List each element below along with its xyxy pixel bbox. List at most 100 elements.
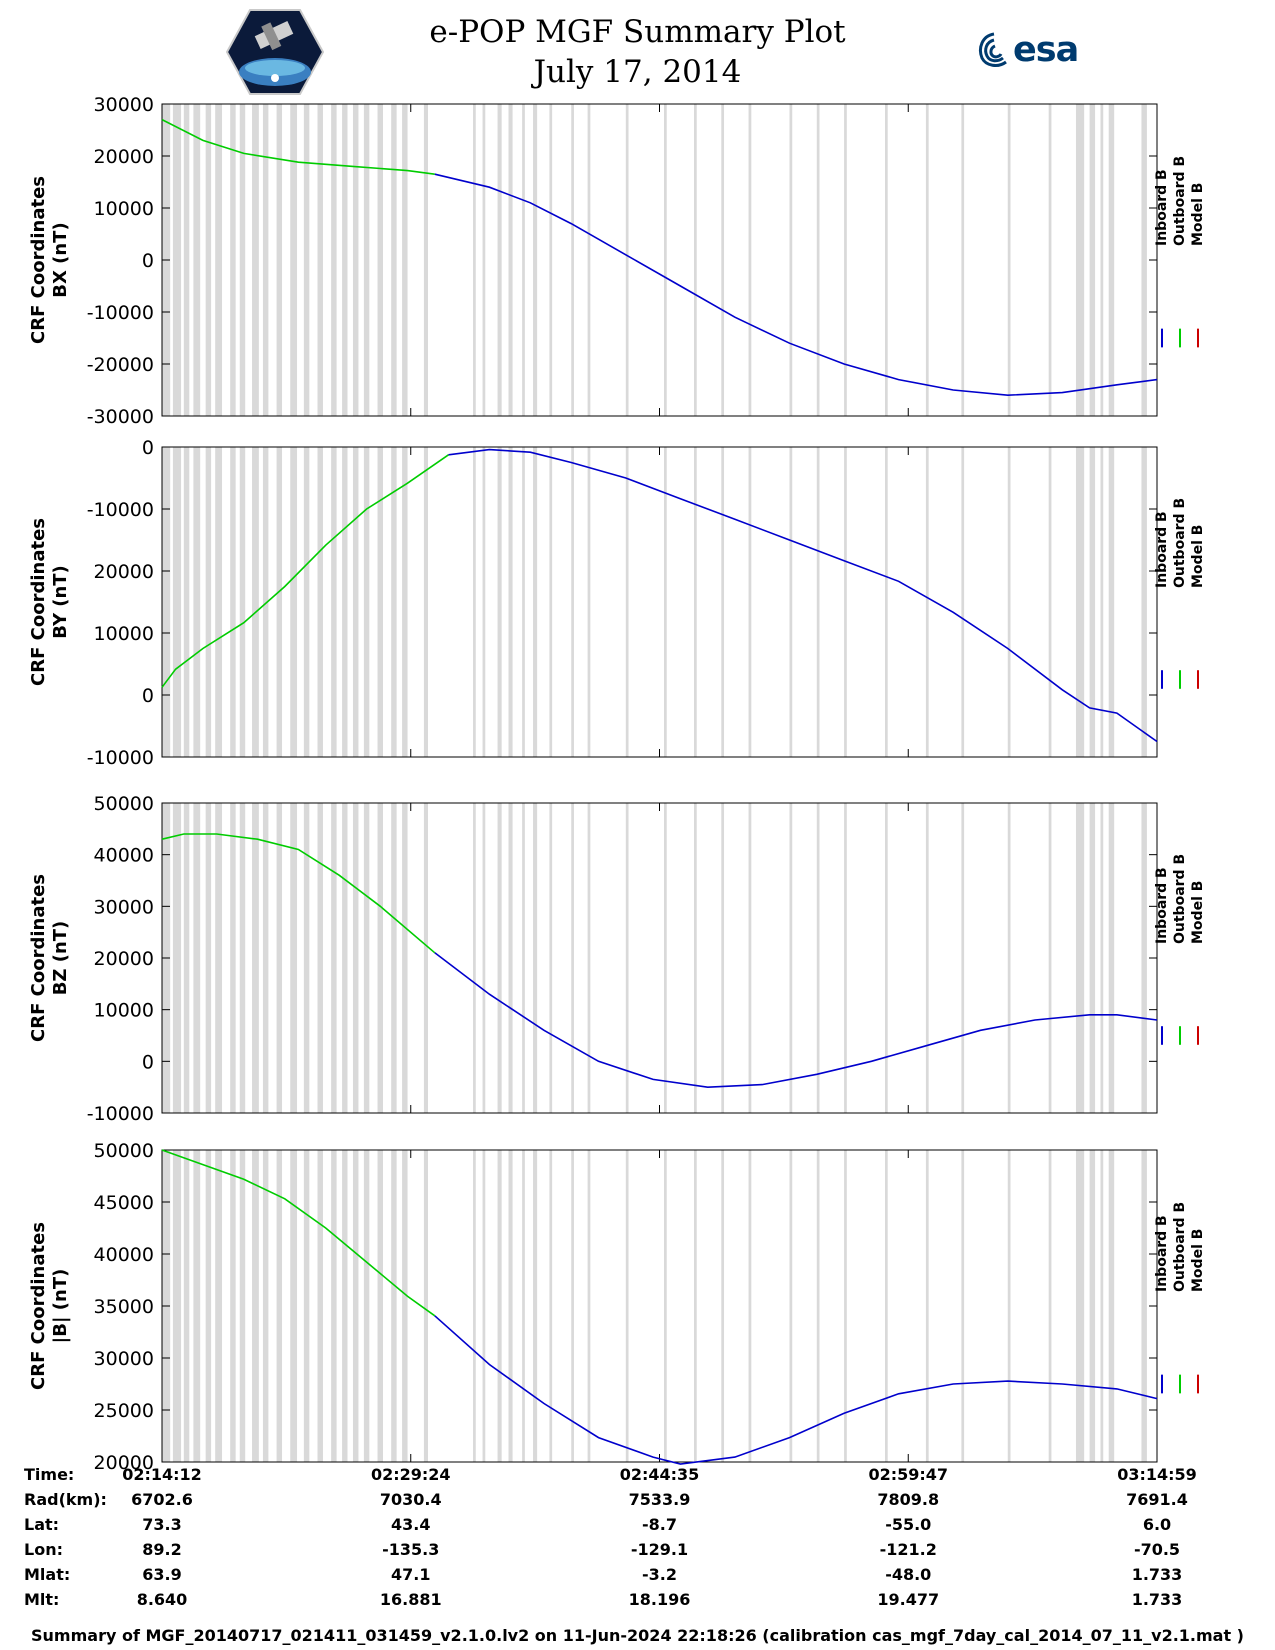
chart-panel-1: 30000 20000 10000 0 -10000 -20000 -30000 (87, 94, 1199, 428)
data-gap-bar (172, 104, 182, 416)
data-gap-bar (925, 803, 929, 1113)
y-tick-label: 30000 (94, 1348, 154, 1370)
chart-panel-3: 50000 40000 30000 20000 10000 0 -10000 (87, 793, 1199, 1125)
y-tick-label: 0 (142, 437, 154, 459)
inboard-b-line (434, 173, 1158, 397)
data-gap-bar (1048, 1150, 1052, 1462)
data-gap-bar (205, 447, 212, 757)
ephemeris-value: 02:44:35 (619, 1465, 700, 1484)
plot-frame (161, 802, 1158, 1114)
data-gap-bar (721, 803, 725, 1113)
data-gap-bar (587, 803, 591, 1113)
legend-inboard-b: Inboard B (1154, 867, 1170, 944)
data-gap-bar (789, 803, 793, 1113)
data-gap-bar (533, 803, 538, 1113)
outboard-b-line (161, 118, 435, 175)
legend-outboard-b: Outboard B (1172, 1201, 1188, 1292)
data-gap-bar (816, 1150, 820, 1462)
data-gap-bar (961, 1150, 965, 1462)
ephemeris-value: 16.881 (379, 1590, 442, 1609)
data-gap-bar (183, 803, 190, 1113)
legend-outboard-b: Outboard B (1172, 853, 1188, 944)
data-gap-bar (844, 447, 847, 757)
data-gap-bar (1089, 1150, 1096, 1462)
data-gap-bar (625, 803, 629, 1113)
data-gap-bar (262, 104, 269, 416)
ephemeris-value: -121.2 (879, 1540, 937, 1559)
data-gap-bar (497, 1150, 502, 1462)
ephemeris-value: 02:29:24 (370, 1465, 451, 1484)
y-tick-label: 30000 (94, 896, 154, 918)
data-gap-bar (331, 803, 337, 1113)
data-gap-bar (1007, 447, 1011, 757)
ephemeris-value: 63.9 (142, 1565, 182, 1584)
data-gap-bar (1007, 104, 1011, 416)
footer-summary: Summary of MGF_20140717_021411_031459_v2… (31, 1626, 1244, 1645)
data-gap-bar (925, 1150, 929, 1462)
data-gap-bar (230, 1150, 236, 1462)
data-gap-bar (303, 447, 310, 757)
data-gap-bar (533, 1150, 538, 1462)
data-gap-bar (587, 104, 591, 416)
ephemeris-value: 1.733 (1131, 1590, 1183, 1609)
data-gap-bar (352, 447, 359, 757)
ephemeris-value: -129.1 (630, 1540, 689, 1559)
data-gap-bar (1141, 104, 1147, 416)
data-gap-bar (423, 447, 429, 757)
inboard-b-line (448, 448, 1158, 743)
data-gap-bar (402, 803, 408, 1113)
data-gap-bar (252, 803, 259, 1113)
data-gap-bar (1108, 447, 1115, 757)
data-gap-bar (884, 447, 888, 757)
data-gap-bar (1048, 803, 1052, 1113)
data-gap-bar (625, 447, 629, 757)
data-gap-bar (183, 104, 190, 416)
data-gap-bar (522, 447, 525, 757)
data-gap-bar (363, 447, 370, 757)
data-gap-bar (748, 104, 752, 416)
y-tick-label: 45000 (94, 1192, 154, 1214)
data-gap-bar (317, 1150, 323, 1462)
data-gap-bar (884, 803, 888, 1113)
data-gap-bar (961, 447, 965, 757)
plot-frame (161, 446, 1158, 758)
data-gap-bar (961, 803, 965, 1113)
chart-panel-2: 0 -10000 20000 10000 0 -10000 (87, 437, 1199, 769)
data-gap-bar (331, 447, 337, 757)
data-gap-bar (482, 104, 486, 416)
ephemeris-value: 6702.6 (131, 1490, 193, 1509)
data-gap-bar (587, 447, 591, 757)
y-axis-label-line: CRF Coordinates (28, 518, 49, 686)
ephemeris-row-label: Rad(km): (24, 1490, 107, 1509)
y-tick-label: 20000 (94, 1452, 154, 1474)
data-gap-bar (391, 803, 397, 1113)
data-gap-bar (694, 447, 697, 757)
data-gap-bar (1100, 1150, 1104, 1462)
data-gap-bar (961, 104, 965, 416)
data-gap-bar (816, 104, 820, 416)
legend-model-b: Model B (1190, 182, 1206, 246)
data-gap-bar (508, 104, 513, 416)
data-gap-bar (276, 803, 283, 1113)
ephemeris-row-label: Mlat: (24, 1565, 71, 1584)
data-gap-bar (549, 447, 553, 757)
y-axis-label: CRF Coordinates |B| (nT) (28, 1176, 72, 1436)
cassiope-mission-logo (226, 9, 324, 95)
data-gap-bar (508, 1150, 513, 1462)
y-tick-label: 20000 (94, 948, 154, 970)
y-tick-label: 20000 (94, 561, 154, 583)
plot-frame (161, 103, 1158, 417)
data-gap-bar (497, 104, 502, 416)
data-gap-bar (1108, 803, 1115, 1113)
data-gap-bar (342, 1150, 348, 1462)
data-gap-bar (423, 1150, 429, 1462)
data-gap-bar (262, 803, 269, 1113)
data-gap-bar (402, 104, 408, 416)
data-gap-bar (290, 447, 298, 757)
data-gap-bar (317, 803, 323, 1113)
data-gap-bar (497, 803, 502, 1113)
ephemeris-value: -8.7 (642, 1515, 677, 1534)
data-gap-bar (522, 803, 525, 1113)
ephemeris-value: 8.640 (136, 1590, 188, 1609)
y-tick-label: 10000 (94, 1000, 154, 1022)
